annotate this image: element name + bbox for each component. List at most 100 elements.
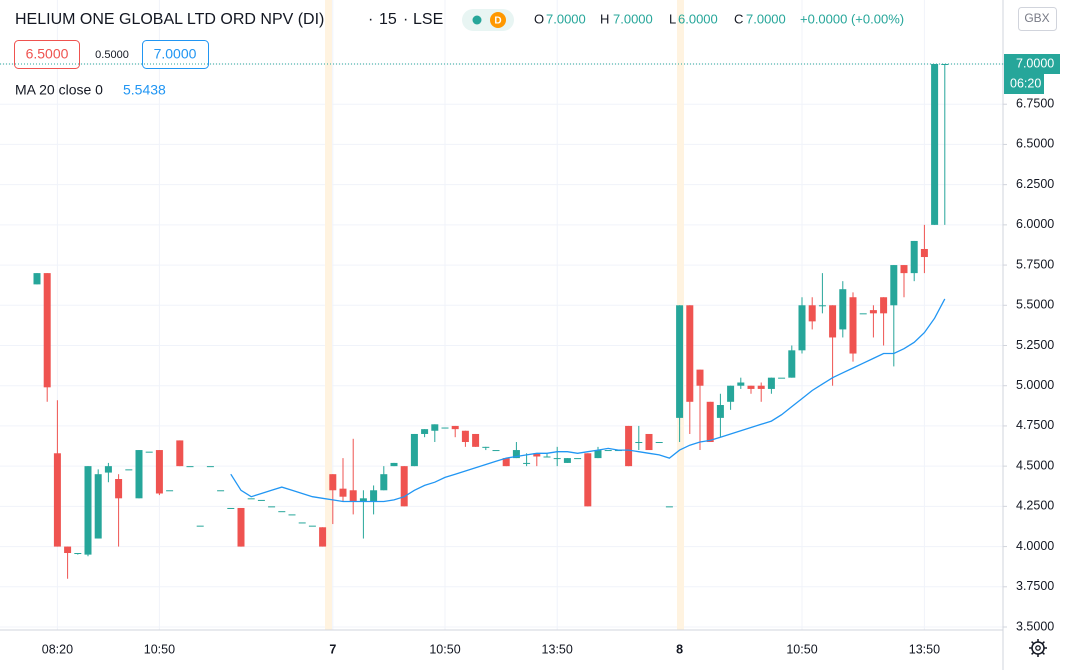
separator: · <box>403 11 408 28</box>
price-axis: 3.5000 3.7500 4.0000 4.2500 4.5000 4.7500 5.00… <box>1003 56 1054 633</box>
countdown: 06:20 <box>1010 76 1041 90</box>
currency[interactable]: GBX <box>1024 11 1049 25</box>
sell-button[interactable] <box>14 40 80 69</box>
y-tick-label: 5.2500 <box>1016 338 1054 352</box>
ohlc-label: H <box>600 11 609 26</box>
y-tick-label: 3.5000 <box>1016 619 1054 633</box>
candle-body <box>237 507 245 547</box>
separator: · <box>368 11 373 28</box>
badge: D <box>494 16 501 27</box>
candle-body <box>859 313 867 315</box>
change: +0.0000 (+0.00%) <box>800 11 904 26</box>
ohlc-value: 7.0000 <box>746 11 786 26</box>
badge-bg <box>490 12 506 28</box>
candle-body <box>135 450 143 499</box>
y-tick-label: 5.5000 <box>1016 298 1054 312</box>
candle-body <box>727 385 735 402</box>
candle-body <box>186 466 194 468</box>
candle-body <box>676 305 684 418</box>
candle-body <box>931 64 939 225</box>
candle-body <box>288 514 296 516</box>
candle-body <box>400 466 408 507</box>
x-tick-label: 13:50 <box>542 642 573 656</box>
candle-body <box>716 405 724 418</box>
session-break <box>325 0 332 630</box>
candle-body <box>574 458 582 460</box>
plot <box>33 64 949 579</box>
candle-body <box>706 401 714 443</box>
candle-body <box>696 369 704 386</box>
y-tick-label: 3.7500 <box>1016 579 1054 593</box>
gear[interactable] <box>1031 641 1045 655</box>
candle-body <box>461 430 469 443</box>
candle-body <box>84 466 92 555</box>
y-tick-label: 5.0000 <box>1016 378 1054 392</box>
candle-body <box>686 305 694 402</box>
candle-body <box>104 466 112 473</box>
candle-body <box>941 64 949 65</box>
candle-body <box>900 265 908 274</box>
candle-body <box>563 458 571 463</box>
candle-body <box>829 305 837 338</box>
candle-body <box>33 273 41 285</box>
gear-teeth[interactable] <box>1029 639 1047 657</box>
ma-value: 5.5438 <box>123 82 166 98</box>
candle-body <box>757 385 765 389</box>
x-tick-label: 10:50 <box>144 642 175 656</box>
candle-body <box>482 446 490 448</box>
candle-body <box>655 442 663 444</box>
candle-body <box>217 490 225 492</box>
candle-body <box>778 377 786 379</box>
y-tick-label: 6.7500 <box>1016 97 1054 111</box>
y-tick-label: 6.5000 <box>1016 137 1054 151</box>
buy-button[interactable] <box>142 40 209 69</box>
candle-body <box>594 450 602 459</box>
settings-icon[interactable] <box>1029 639 1047 657</box>
ma-legend: MA 20 close 0 <box>15 82 103 98</box>
candle-body <box>788 350 796 378</box>
candle-body <box>43 273 51 388</box>
candle-body <box>115 479 123 499</box>
candle-body <box>196 525 204 527</box>
candle-body <box>869 310 877 314</box>
candle-body <box>920 248 928 258</box>
spread: 0.5000 <box>95 49 129 61</box>
candle-body <box>492 450 500 452</box>
ohlc-value: 6.0000 <box>678 11 718 26</box>
y-tick-label: 4.5000 <box>1016 458 1054 472</box>
sell-price[interactable]: 6.5000 <box>26 46 69 62</box>
candle-body <box>767 377 775 389</box>
candle-body <box>145 451 153 453</box>
candle-body <box>247 498 255 500</box>
buy-price[interactable]: 7.0000 <box>154 46 197 62</box>
candle-body <box>74 553 82 555</box>
candle-body <box>268 506 276 508</box>
y-tick-label: 6.2500 <box>1016 177 1054 191</box>
y-tick-label: 5.7500 <box>1016 257 1054 271</box>
x-tick-label: 08:20 <box>42 642 73 656</box>
candle-body <box>390 462 398 467</box>
time-axis: 08:20 10:50 7 10:50 13:50 8 10:50 13:50 <box>42 642 940 656</box>
x-tick-label: 8 <box>676 642 683 656</box>
currency-button[interactable] <box>1018 7 1057 31</box>
candle-body <box>808 305 816 322</box>
candle-body <box>94 474 102 539</box>
status-pill <box>462 9 514 31</box>
market-status-dot <box>472 15 482 25</box>
candle-body <box>380 474 388 491</box>
ohlc-label: L <box>669 11 676 26</box>
gear-hub[interactable] <box>1035 645 1041 651</box>
candle-body <box>329 474 337 491</box>
candle-body <box>553 458 561 460</box>
y-tick-label: 4.0000 <box>1016 539 1054 553</box>
candle-body <box>747 385 755 389</box>
interval: 15 <box>379 11 397 28</box>
candle-body <box>359 498 367 502</box>
candle-body <box>910 240 918 274</box>
candle-body <box>155 450 163 494</box>
candle-body <box>257 499 265 501</box>
candle-body <box>319 527 327 547</box>
candle-body <box>431 424 439 431</box>
grid <box>0 0 1003 630</box>
